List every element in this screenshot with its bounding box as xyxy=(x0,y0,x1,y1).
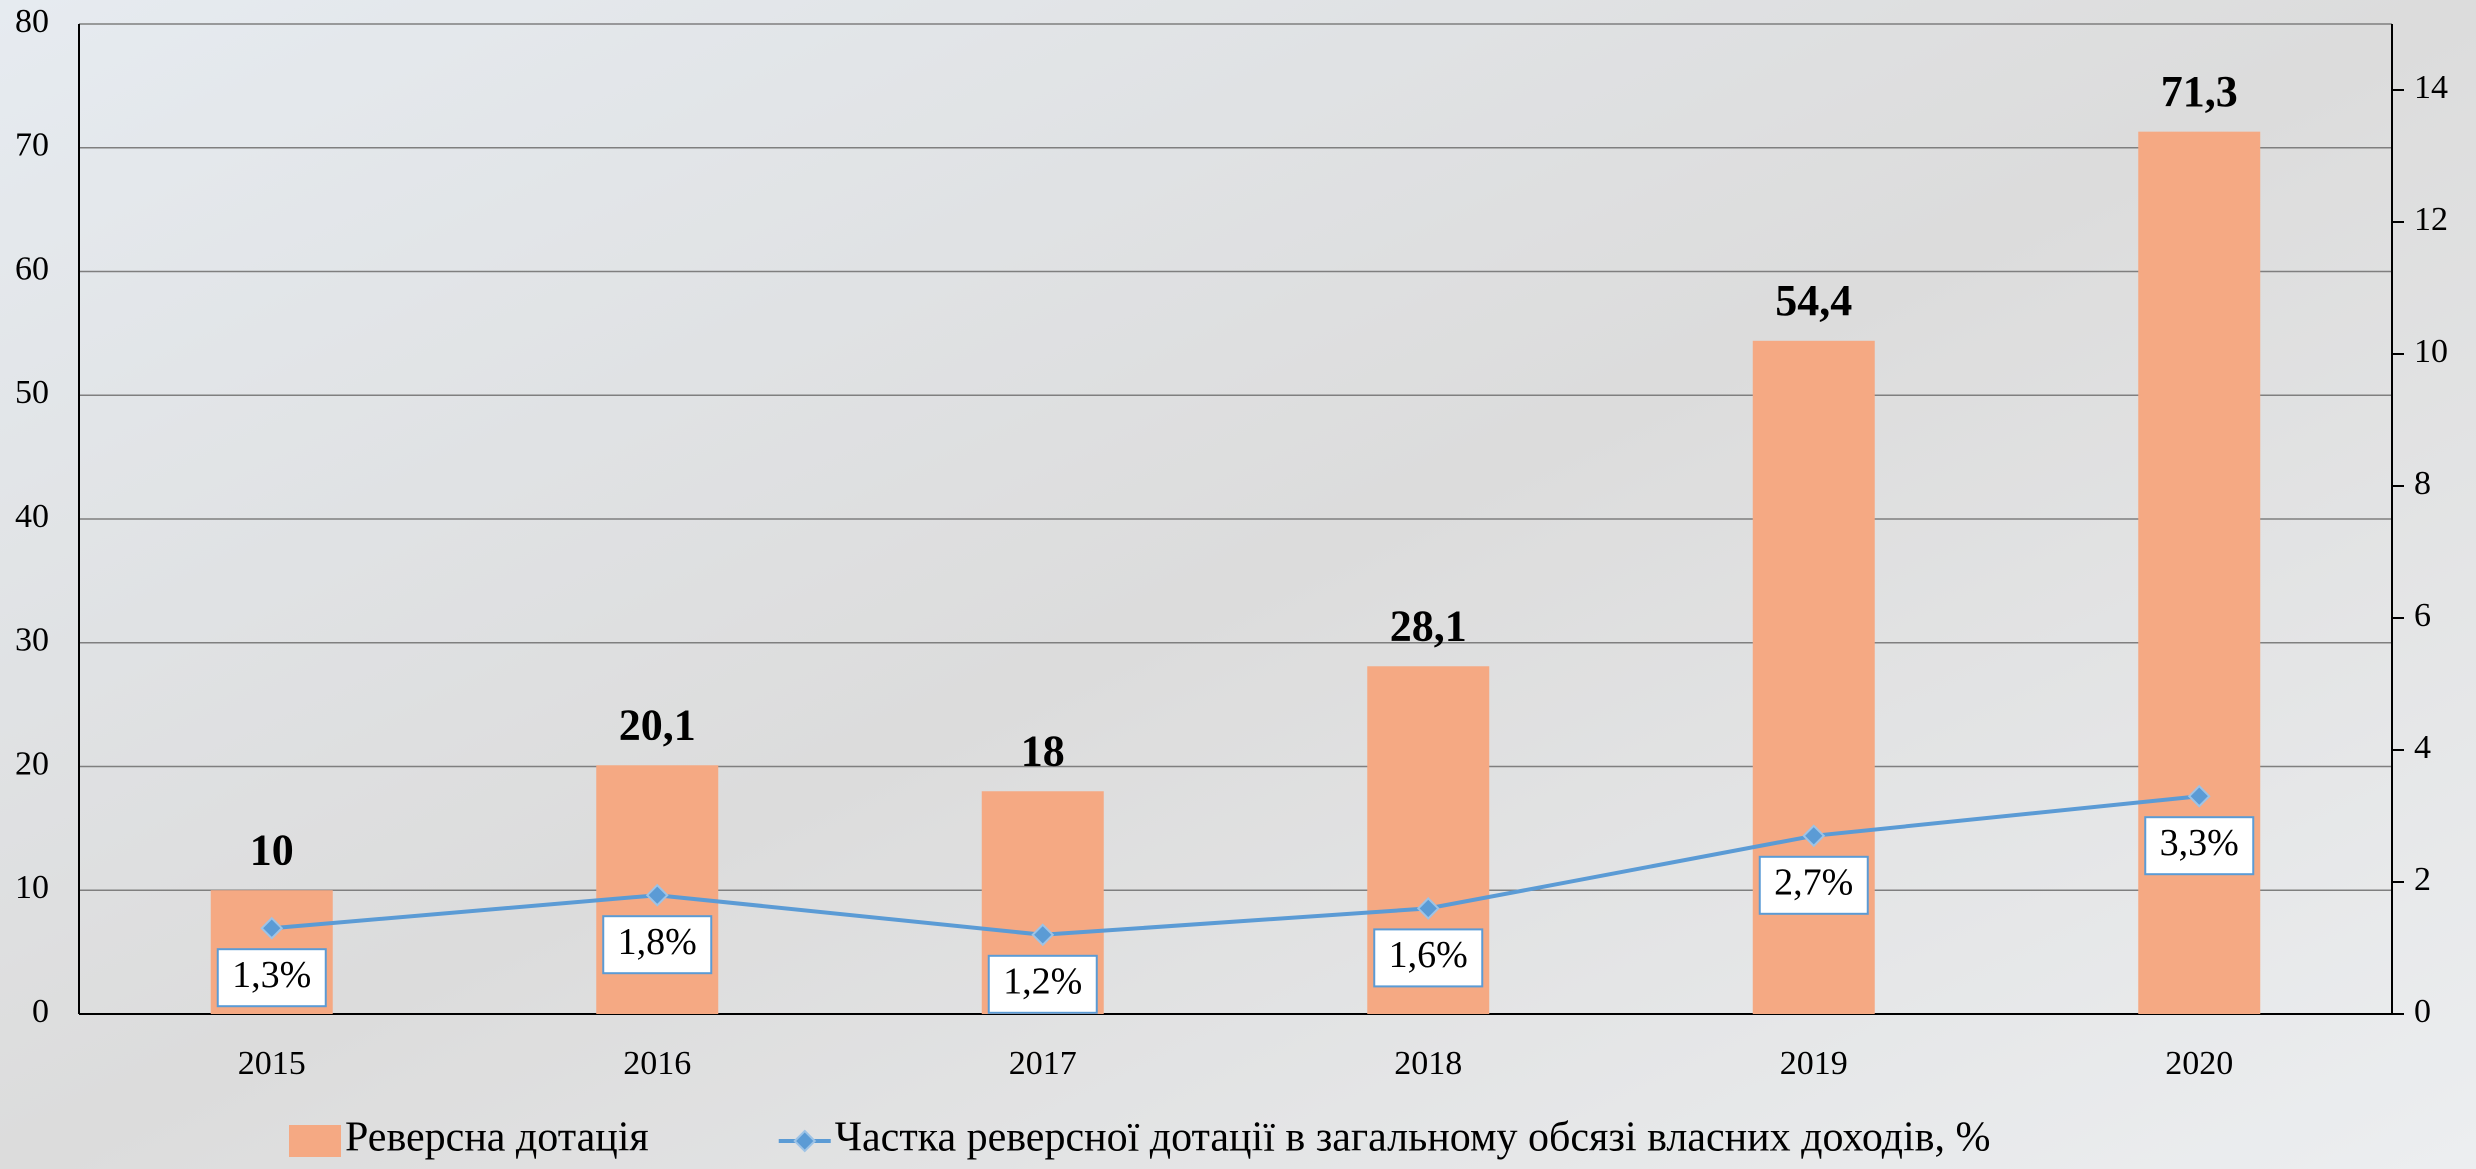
y2-tick-label: 4 xyxy=(2414,729,2431,766)
y-tick-label: 70 xyxy=(15,127,49,164)
bar xyxy=(2138,131,2261,1015)
x-tick-label: 2020 xyxy=(2165,1045,2233,1082)
legend-swatch xyxy=(289,1125,341,1157)
bar-value-label: 54,4 xyxy=(1775,276,1852,325)
legend-label: Реверсна дотація xyxy=(345,1115,649,1161)
legend-marker xyxy=(793,1129,817,1153)
y2-tick-label: 14 xyxy=(2414,69,2448,106)
y2-tick-label: 8 xyxy=(2414,465,2431,502)
line-label-box xyxy=(987,954,1098,1014)
y-tick-label: 30 xyxy=(15,622,49,659)
line-value-label: 2,7% xyxy=(1774,862,1853,904)
y2-tick-label: 6 xyxy=(2414,597,2431,634)
bar-value-label: 28,1 xyxy=(1390,601,1467,650)
line xyxy=(271,794,2200,937)
line-marker xyxy=(260,916,284,940)
y2-tick-label: 10 xyxy=(2414,333,2448,370)
y-tick-label: 10 xyxy=(15,869,49,906)
line-label-box xyxy=(602,915,713,975)
line-label-box xyxy=(216,948,327,1008)
y-tick-label: 50 xyxy=(15,374,49,411)
y-tick-label: 0 xyxy=(32,993,49,1030)
y-tick-label: 20 xyxy=(15,745,49,782)
bar-value-label: 20,1 xyxy=(619,700,696,749)
y2-tick-label: 12 xyxy=(2414,201,2448,238)
x-tick-label: 2017 xyxy=(1009,1045,1077,1082)
y2-tick-label: 0 xyxy=(2414,993,2431,1030)
bar-value-label: 10 xyxy=(250,825,294,874)
x-tick-label: 2019 xyxy=(1780,1045,1848,1082)
bar-value-label: 18 xyxy=(1021,726,1065,775)
x-tick-label: 2016 xyxy=(623,1045,691,1082)
x-tick-label: 2015 xyxy=(238,1045,306,1082)
y2-tick-label: 2 xyxy=(2414,861,2431,898)
line-marker xyxy=(1416,896,1440,920)
y-tick-label: 60 xyxy=(15,250,49,287)
line-value-label: 3,3% xyxy=(2160,822,2239,864)
line-marker xyxy=(1802,824,1826,848)
line-value-label: 1,6% xyxy=(1389,934,1468,976)
line-value-label: 1,2% xyxy=(1003,961,1082,1003)
legend-label: Частка реверсної дотації в загальному об… xyxy=(835,1115,1991,1161)
x-tick-label: 2018 xyxy=(1394,1045,1462,1082)
line-value-label: 1,8% xyxy=(618,921,697,963)
line-marker xyxy=(2187,784,2211,808)
line-marker xyxy=(1031,923,1055,947)
y-tick-label: 40 xyxy=(15,498,49,535)
line-label-box xyxy=(1758,855,1869,915)
line-marker xyxy=(645,883,669,907)
line-label-box xyxy=(2144,816,2255,876)
y-tick-label: 80 xyxy=(15,3,49,40)
line-label-box xyxy=(1373,928,1484,988)
bar-value-label: 71,3 xyxy=(2161,67,2238,116)
line-value-label: 1,3% xyxy=(232,954,311,996)
